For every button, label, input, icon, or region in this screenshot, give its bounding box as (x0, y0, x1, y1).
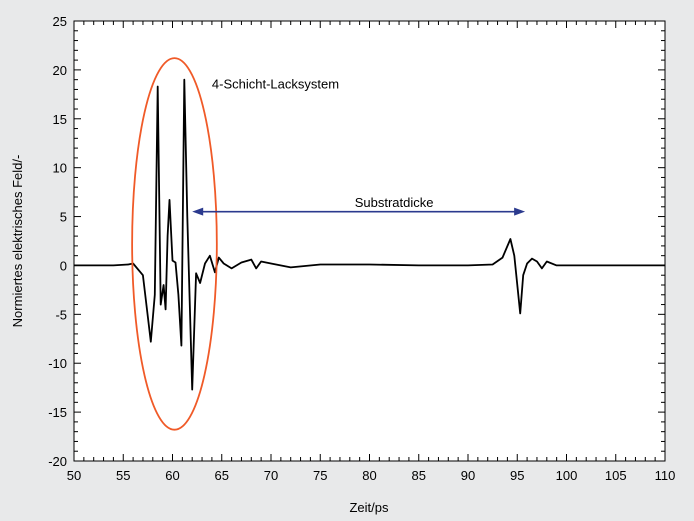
x-tick-label: 65 (215, 468, 229, 483)
x-tick-label: 95 (510, 468, 524, 483)
y-tick-label: -20 (48, 454, 67, 469)
y-tick-label: -10 (48, 356, 67, 371)
y-axis-title: Normiertes elektrisches Feld/- (10, 155, 25, 328)
y-tick-label: 0 (60, 258, 67, 273)
x-tick-label: 60 (165, 468, 179, 483)
x-tick-label: 55 (116, 468, 130, 483)
x-tick-label: 110 (655, 468, 676, 483)
y-tick-label: -15 (48, 405, 67, 420)
x-tick-label: 100 (556, 468, 578, 483)
x-tick-label: 105 (605, 468, 627, 483)
x-tick-label: 50 (67, 468, 81, 483)
x-tick-label: 70 (264, 468, 278, 483)
series-line (74, 78, 665, 391)
plot-area (73, 20, 666, 462)
substrate-thickness-arrow (192, 207, 526, 216)
tick-labels: 50 55 60 65 70 75 80 85 90 95 100 105 110-20-15-10-5… (48, 14, 675, 483)
annotation-label: Substratdicke (355, 195, 434, 210)
highlight-ellipse (131, 57, 218, 431)
arrow-head-left (192, 207, 204, 216)
x-tick-label: 80 (362, 468, 376, 483)
y-tick-label: 5 (60, 210, 67, 225)
y-tick-label: 25 (53, 14, 67, 29)
x-tick-label: 85 (412, 468, 426, 483)
y-tick-label: -5 (55, 307, 67, 322)
x-axis-title: Zeit/ps (349, 500, 389, 515)
arrow-head-right (514, 207, 526, 216)
annotation-label: 4-Schicht-Lacksystem (212, 77, 339, 92)
y-tick-label: 10 (53, 161, 67, 176)
x-tick-label: 75 (313, 468, 327, 483)
y-tick-label: 15 (53, 112, 67, 127)
annotations: 4-Schicht-Lacksystem Substratdicke (212, 77, 434, 210)
y-tick-label: 20 (53, 63, 67, 78)
axis-ticks (73, 20, 666, 462)
x-tick-label: 90 (461, 468, 475, 483)
